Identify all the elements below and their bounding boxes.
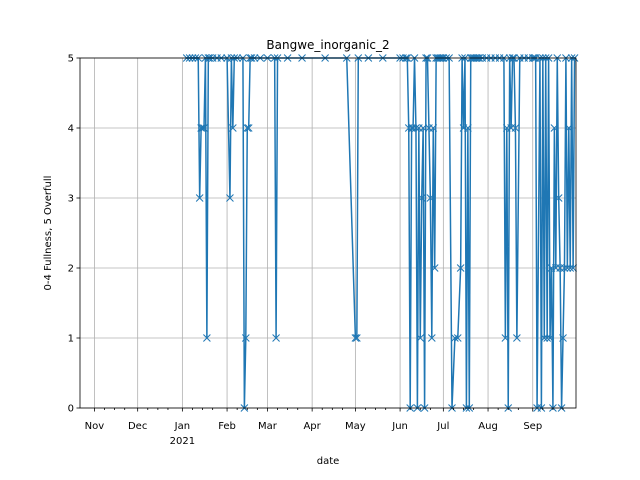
y-tick-label: 3 bbox=[68, 194, 74, 205]
y-tick-label: 5 bbox=[68, 54, 74, 65]
data-point-marker bbox=[417, 194, 426, 202]
y-axis-label: 0-4 Fullness, 5 Overfull bbox=[43, 176, 54, 291]
x-tick-label: Jun bbox=[391, 421, 408, 432]
y-tick-label: 0 bbox=[68, 404, 74, 415]
data-point-marker bbox=[241, 334, 250, 342]
data-point-marker bbox=[564, 124, 573, 132]
x-tick-label: Nov bbox=[85, 421, 105, 432]
x-tick-label: Dec bbox=[128, 421, 147, 432]
data-point-marker bbox=[501, 334, 510, 342]
data-point-marker bbox=[456, 264, 465, 272]
data-point-marker bbox=[546, 334, 554, 342]
data-point-marker bbox=[559, 334, 567, 342]
data-point-marker bbox=[228, 124, 237, 132]
data-point-marker bbox=[550, 124, 559, 132]
data-point-marker bbox=[195, 194, 204, 202]
y-axis: 0 1 2 3 4 5 bbox=[68, 54, 80, 415]
data-point-marker bbox=[416, 334, 425, 342]
x-tick-label: May bbox=[345, 421, 366, 432]
data-point-marker bbox=[412, 124, 420, 132]
chart-title: Bangwe_inorganic_2 bbox=[266, 38, 389, 52]
series-fullness bbox=[182, 54, 579, 412]
data-point-marker bbox=[464, 124, 472, 132]
x-axis-label: date bbox=[317, 456, 340, 467]
data-point-marker bbox=[540, 334, 549, 342]
x-tick-label: Jul bbox=[436, 421, 449, 432]
y-tick-label: 1 bbox=[68, 334, 74, 345]
x-axis: Nov Dec Jan 2021 Feb Mar Apr May Jun Jul Aug Sep bbox=[85, 408, 564, 447]
data-point-marker bbox=[272, 334, 280, 342]
data-point-marker bbox=[554, 194, 563, 202]
data-point-marker bbox=[419, 124, 428, 132]
y-tick-label: 2 bbox=[68, 264, 74, 275]
data-point-marker bbox=[511, 124, 520, 132]
data-point-marker bbox=[198, 124, 207, 132]
data-point-marker bbox=[351, 334, 360, 342]
data-point-marker bbox=[409, 124, 417, 132]
x-tick-label: Apr bbox=[303, 421, 321, 432]
data-point-marker bbox=[453, 334, 462, 342]
data-point-marker bbox=[560, 264, 569, 272]
grid bbox=[80, 57, 576, 409]
data-point-marker bbox=[226, 194, 234, 202]
data-point-marker bbox=[563, 264, 572, 272]
data-point-marker bbox=[244, 124, 253, 132]
data-point-marker bbox=[203, 334, 211, 342]
data-point-marker bbox=[197, 124, 205, 132]
x-tick-label: Sep bbox=[523, 421, 542, 432]
x-tick-label: Mar bbox=[258, 421, 278, 432]
data-point-marker bbox=[513, 334, 521, 342]
data-point-marker bbox=[451, 334, 459, 342]
data-point-marker bbox=[243, 124, 252, 132]
x-tick-label: Aug bbox=[478, 421, 498, 432]
data-point-marker bbox=[566, 264, 575, 272]
data-point-marker bbox=[200, 124, 208, 132]
data-point-marker bbox=[427, 334, 436, 342]
y-tick-label: 4 bbox=[68, 124, 74, 135]
plot-frame bbox=[79, 57, 577, 409]
data-point-marker bbox=[430, 264, 439, 272]
x-tick-label: Jan bbox=[174, 421, 190, 432]
x-tick-label: Feb bbox=[218, 421, 236, 432]
x-tick-year-label: 2021 bbox=[170, 436, 195, 447]
data-point-marker bbox=[352, 334, 361, 342]
data-point-marker bbox=[426, 194, 435, 202]
data-point-marker bbox=[429, 124, 438, 132]
series-line bbox=[186, 57, 576, 409]
data-point-marker bbox=[543, 334, 552, 342]
data-point-marker bbox=[569, 264, 577, 272]
